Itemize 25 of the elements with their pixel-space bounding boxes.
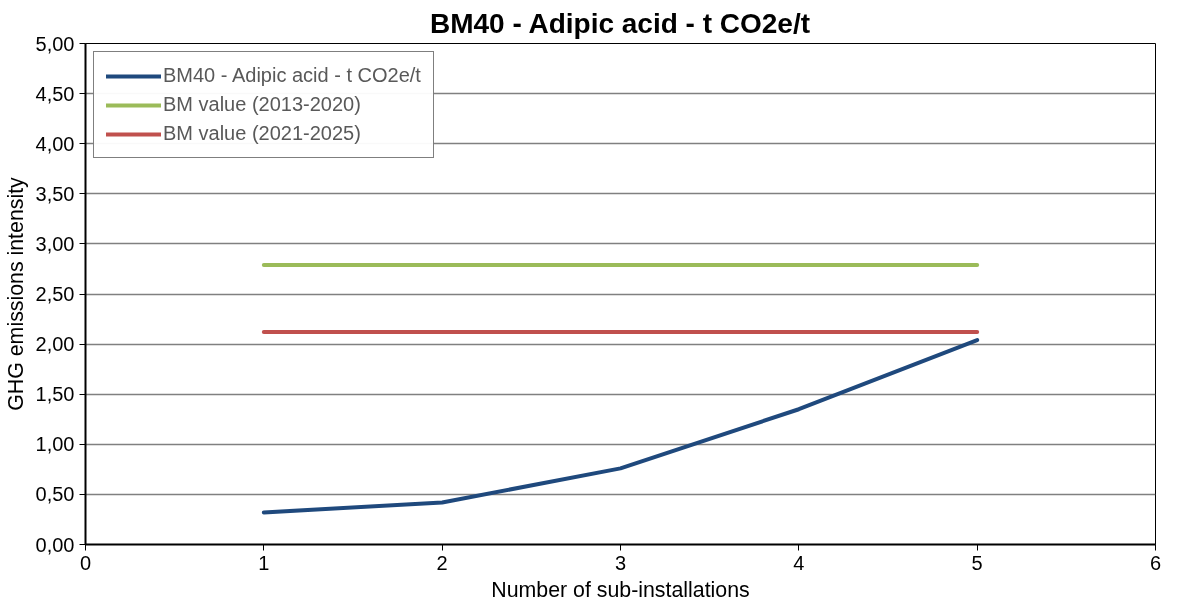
y-tick-label: 3,00: [35, 232, 75, 255]
y-tick-label: 2,00: [35, 333, 75, 356]
x-tick-label: 0: [79, 551, 92, 574]
y-tick-label: 1,00: [35, 433, 75, 456]
chart-title: BM40 - Adipic acid - t CO2e/t: [429, 7, 811, 39]
y-tick-label: 5,00: [35, 32, 75, 55]
legend-label: BM value (2013-2020): [163, 93, 361, 116]
line-series: [261, 338, 980, 515]
y-axis-title: GHG emissions intensity: [3, 176, 28, 411]
y-tick-label: 2,50: [35, 283, 75, 305]
x-tick-label: 6: [1149, 551, 1162, 574]
x-tick-label: 4: [793, 551, 805, 574]
x-tick-label: 2: [436, 551, 448, 574]
legend-label: BM value (2021-2025): [163, 122, 361, 145]
y-tick-label: 4,50: [35, 82, 75, 105]
x-tick-label: 5: [971, 551, 983, 574]
y-tick-label: 1,50: [35, 383, 75, 406]
y-tick-label: 0,50: [35, 483, 75, 506]
y-tick-label: 3,50: [35, 182, 75, 205]
x-tick-label: 1: [258, 551, 270, 574]
x-tick-label: 3: [614, 551, 627, 574]
x-axis-title: Number of sub-installations: [491, 577, 750, 602]
y-tick-label: 0,00: [35, 533, 75, 556]
legend-label: BM40 - Adipic acid - t CO2e/t: [163, 64, 421, 87]
y-tick-label: 4,00: [35, 132, 75, 155]
